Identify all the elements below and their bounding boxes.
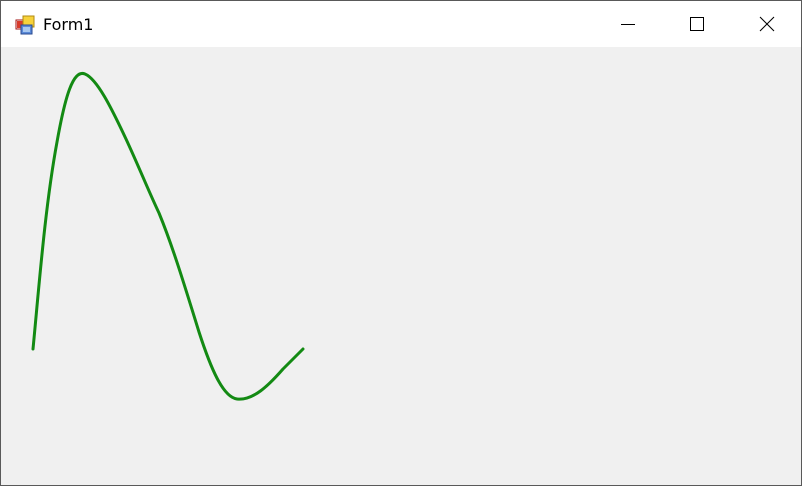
window-title: Form1 [43,15,94,34]
title-bar[interactable]: Form1 [1,1,801,47]
form-app-icon [15,15,35,35]
maximize-button[interactable] [674,1,720,47]
green-curve-line [31,71,305,401]
close-icon [759,16,775,32]
drawing-canvas [31,71,305,401]
minimize-button[interactable] [605,1,651,47]
close-button[interactable] [744,1,790,47]
maximize-icon [689,16,705,32]
form-client-area[interactable] [1,47,801,485]
minimize-icon [620,16,636,32]
